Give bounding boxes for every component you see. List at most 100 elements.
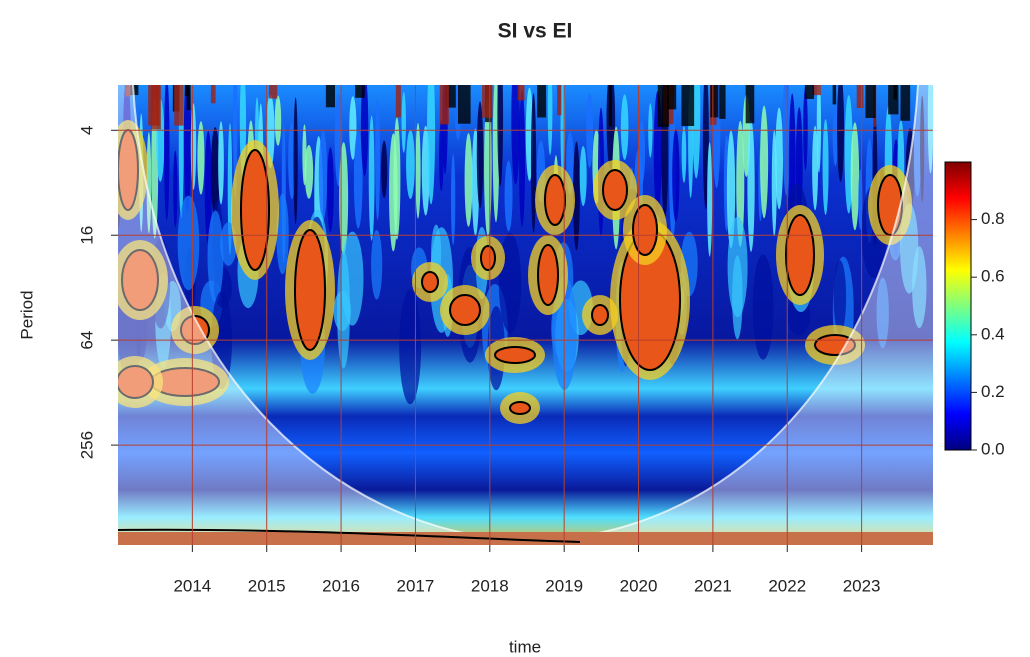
top-noise: [888, 85, 898, 114]
x-tick-label: 2015: [248, 576, 286, 595]
streak: [164, 77, 169, 221]
streak: [173, 150, 177, 227]
x-tick-label: 2022: [768, 576, 806, 595]
y-axis-label: Period: [17, 290, 36, 339]
blob: [592, 305, 608, 325]
streak: [531, 93, 536, 233]
streak: [294, 97, 298, 224]
top-noise: [681, 85, 694, 126]
plot-area: [107, 42, 933, 545]
streak: [191, 103, 196, 189]
streak: [580, 146, 587, 206]
blob: [495, 347, 535, 363]
streak: [327, 147, 334, 232]
blob: [603, 170, 627, 210]
streak: [803, 87, 808, 170]
blob: [295, 230, 325, 350]
streak: [369, 116, 375, 241]
streak: [465, 133, 473, 227]
streak: [393, 117, 400, 239]
bottom-band: [118, 532, 933, 545]
colorbar-tick-label: 0.8: [981, 209, 1005, 228]
x-tick-label: 2021: [694, 576, 732, 595]
streak: [406, 130, 415, 199]
streak: [305, 145, 313, 199]
streak: [381, 141, 387, 199]
x-tick-label: 2019: [545, 576, 583, 595]
page: {"chart_data": { "type": "heatmap", "tit…: [0, 0, 1030, 657]
top-noise: [900, 85, 910, 121]
colorbar-tick-label: 0.0: [981, 439, 1005, 458]
top-noise: [187, 85, 191, 110]
y-tick-label: 4: [77, 126, 96, 135]
colorbar-tick-label: 0.4: [981, 324, 1005, 343]
colorbar: [945, 162, 971, 450]
top-noise: [865, 85, 875, 118]
top-noise: [805, 85, 814, 99]
x-axis-label: time: [509, 637, 541, 656]
chart-title: SI vs EI: [498, 20, 573, 43]
x-tick-label: 2018: [471, 576, 509, 595]
top-noise: [269, 85, 277, 99]
top-noise: [746, 85, 755, 123]
streak: [775, 108, 783, 210]
top-noise: [482, 85, 492, 118]
y-tick-label: 64: [77, 331, 96, 350]
streak: [837, 74, 844, 182]
x-tick-label: 2020: [620, 576, 658, 595]
blob: [241, 150, 269, 270]
top-noise: [355, 85, 365, 98]
blob: [450, 295, 480, 325]
top-noise: [211, 85, 216, 103]
top-noise: [148, 85, 159, 125]
streak: [451, 154, 455, 245]
x-tick-label: 2016: [322, 576, 360, 595]
top-noise: [557, 85, 561, 115]
streak: [851, 122, 859, 230]
top-noise: [894, 85, 897, 100]
streak: [371, 230, 382, 300]
blob: [538, 245, 558, 305]
streak: [415, 123, 420, 219]
chart: SI vs EI Period time 4 16 64 256 2014 2015 201…: [0, 0, 1030, 657]
x-tick-label: 2023: [843, 576, 881, 595]
streak: [208, 210, 224, 302]
streak: [275, 96, 281, 146]
top-noise: [719, 85, 725, 119]
top-noise: [458, 85, 471, 124]
top-noise: [440, 85, 449, 124]
blob: [422, 272, 438, 292]
x-tick-label: 2014: [173, 576, 211, 595]
streak: [197, 121, 204, 194]
streak: [621, 94, 629, 159]
colorbar-tick-label: 0.2: [981, 382, 1005, 401]
streak: [505, 161, 513, 232]
y-tick-label: 16: [77, 226, 96, 245]
top-noise: [658, 85, 669, 127]
blob: [510, 402, 530, 414]
streak: [713, 63, 721, 188]
x-tick-label: 2017: [397, 576, 435, 595]
streak: [682, 126, 687, 183]
colorbar-tick-label: 0.6: [981, 267, 1005, 286]
y-tick-label: 256: [77, 431, 96, 459]
blob: [633, 205, 657, 255]
streak: [823, 119, 829, 215]
streak: [337, 251, 350, 369]
streak: [548, 65, 553, 155]
streak: [178, 196, 200, 291]
streak: [760, 106, 768, 219]
top-noise: [710, 85, 718, 117]
streak: [497, 48, 503, 186]
streak: [399, 289, 421, 404]
blob: [481, 246, 495, 270]
streak: [519, 90, 525, 227]
top-noise: [857, 85, 864, 108]
streak: [218, 121, 224, 204]
streak: [511, 54, 520, 184]
blob: [786, 215, 814, 295]
streak: [375, 98, 380, 220]
streak: [319, 131, 327, 221]
blob: [545, 175, 565, 225]
streak: [732, 255, 743, 339]
